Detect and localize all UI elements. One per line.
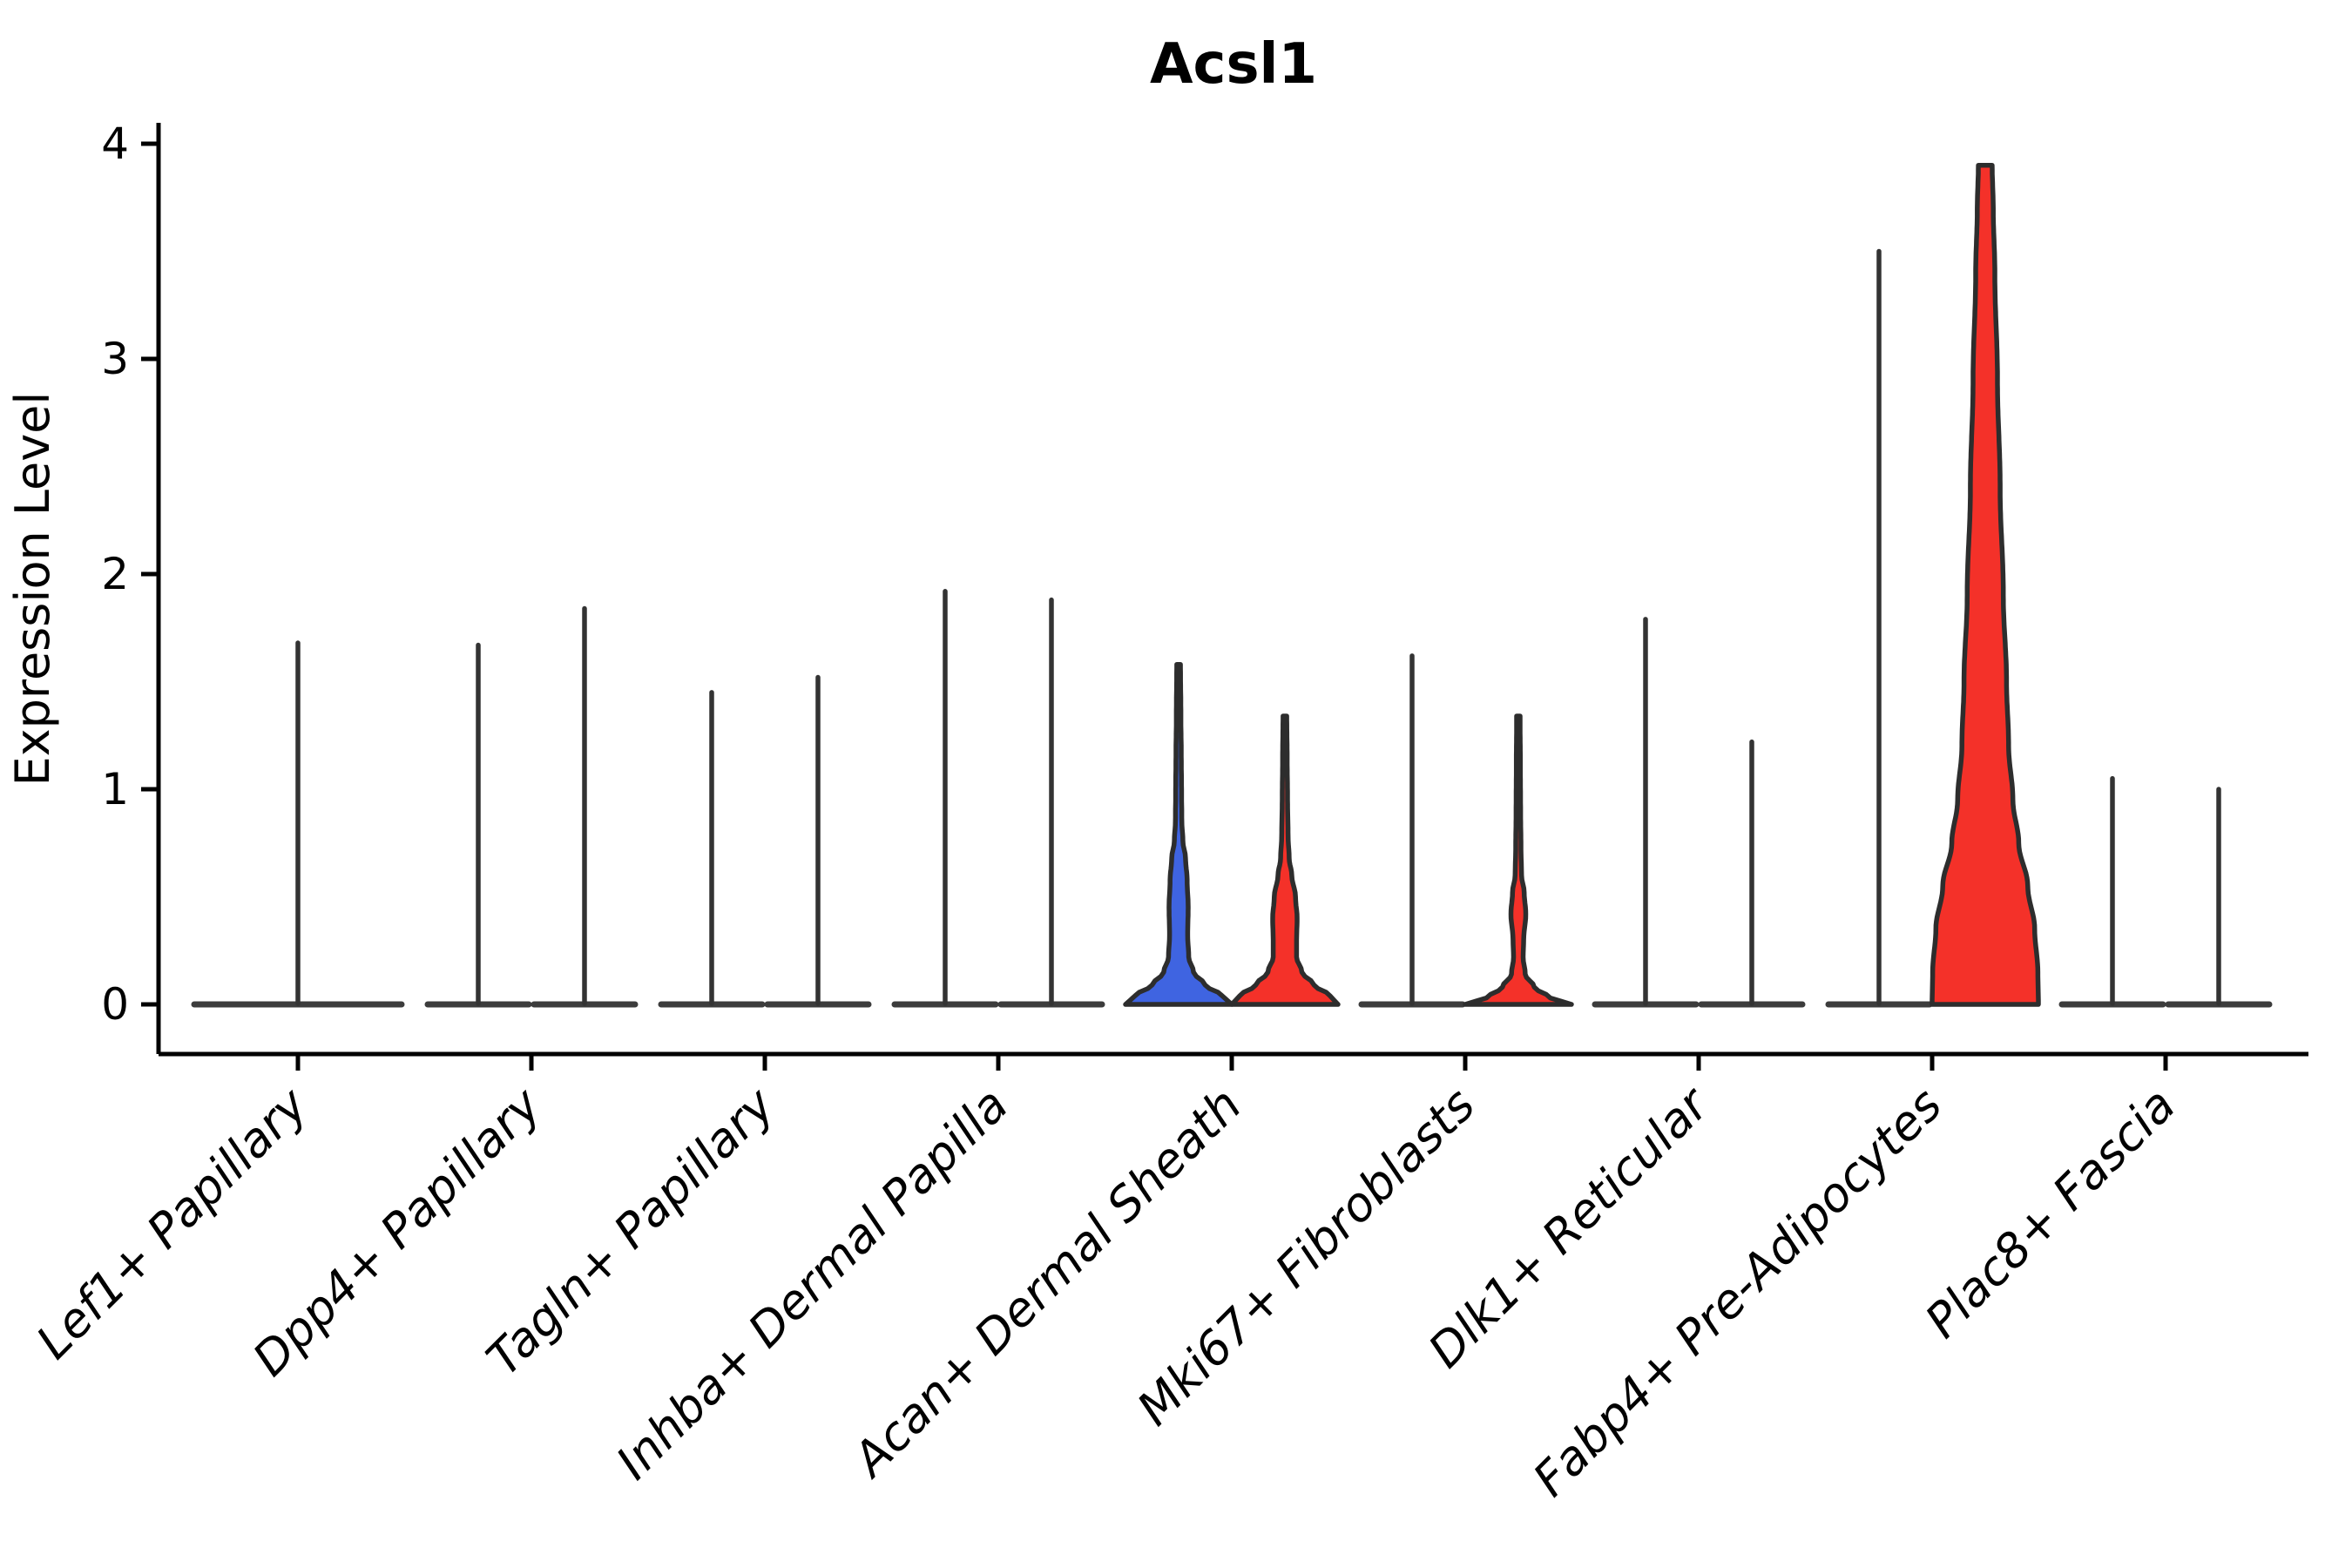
chart-title: Acsl1 xyxy=(1150,32,1317,97)
y-tick-label-2: 2 xyxy=(101,549,129,599)
x-tick-label-plac8-fascia: Plac8+ Fascia xyxy=(1915,1078,2186,1348)
violin-body-acan-dermal-sheath-0 xyxy=(1123,661,1234,1007)
y-axis-label: Expression Level xyxy=(5,392,60,787)
x-tick-label-fabp4-pre-adipocytes: Fabp4+ Pre-Adipocytes xyxy=(1523,1078,1952,1507)
y-tick-label-3: 3 xyxy=(101,334,129,384)
violin-body-acan-dermal-sheath-1 xyxy=(1229,713,1341,1007)
y-tick-label-4: 4 xyxy=(101,118,129,169)
y-tick-label-0: 0 xyxy=(101,979,129,1030)
x-tick-label-acan-dermal-sheath: Acan+ Dermal Sheath xyxy=(841,1078,1252,1489)
violin-body-mki67-fibroblasts-1 xyxy=(1463,713,1574,1007)
violin-body-fabp4-pre-adipocytes-1 xyxy=(1930,162,2041,1007)
x-tick-label-inhba-dermal-papilla: Inhba+ Dermal Papilla xyxy=(605,1078,1018,1490)
y-tick-label-1: 1 xyxy=(101,764,129,814)
